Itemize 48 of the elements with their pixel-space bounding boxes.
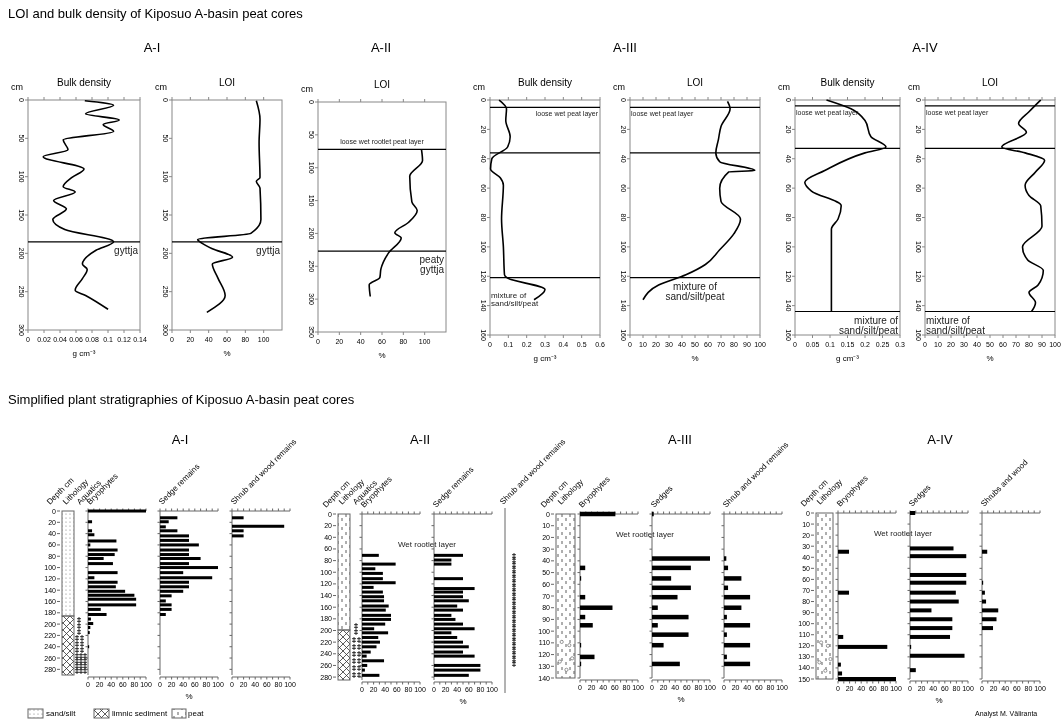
y-axis-title: cm	[908, 82, 920, 92]
chart-title: LOI	[686, 77, 704, 88]
x-axis-title: %	[223, 349, 231, 358]
y-axis-title: cm	[11, 82, 23, 92]
chart-title: Bulk density	[57, 77, 111, 88]
ref-line-label: mixture of sand/silt/peat	[926, 314, 986, 336]
chart-title: Bulk density	[820, 77, 875, 88]
y-axis-title: cm	[155, 82, 167, 92]
x-axis-title: %	[935, 696, 943, 705]
ref-line-label: mixture of sand/silt/peat	[665, 280, 725, 302]
text: Simplified plant stratigraphies of Kiposuo A-basin peat cores	[8, 392, 355, 407]
text: LOI and bulk density of Kiposuo A-basin peat cores	[8, 6, 304, 21]
text: sand/silt	[46, 709, 77, 718]
y-axis-title: cm	[778, 82, 790, 92]
x-axis-title: %	[691, 354, 699, 363]
text: A-IV	[912, 40, 938, 55]
ref-line-label: mixture of sand/silt/peat	[839, 314, 899, 336]
annotation: Wet rootlet layer	[615, 530, 675, 539]
text: A-IV	[927, 432, 953, 447]
text: A-I	[143, 40, 161, 55]
ref-line-label: gyttja	[256, 244, 281, 256]
y-axis-title: cm	[301, 84, 313, 94]
chart-title: LOI	[218, 77, 236, 88]
ref-line-label: peaty gyttja	[419, 254, 445, 276]
x-axis-title: %	[459, 697, 467, 706]
annotation: Wet rootlet layer	[397, 540, 457, 549]
text: A-III	[668, 432, 692, 447]
y-axis-title: cm	[473, 82, 485, 92]
ref-line-label: gyttja	[114, 244, 139, 256]
chart-title: Bulk density	[518, 77, 572, 88]
x-axis-title: g cm⁻³	[533, 354, 557, 363]
text: peat	[188, 709, 205, 718]
chart-title: LOI	[981, 77, 999, 88]
text: A-II	[409, 432, 431, 447]
text: A-III	[613, 40, 637, 55]
annotation: Wet rootlet layer	[873, 529, 933, 538]
text: A-I	[171, 432, 189, 447]
x-axis-title: %	[986, 354, 994, 363]
text: A-II	[370, 40, 392, 55]
x-axis-title: %	[378, 351, 386, 360]
x-axis-title: %	[185, 692, 193, 701]
x-axis-title: g cm⁻³	[72, 349, 96, 358]
ref-line-label: mixture of sand/silt/peat	[491, 290, 539, 308]
y-axis-title: cm	[613, 82, 625, 92]
chart-title: LOI	[373, 79, 391, 90]
x-axis-title: %	[677, 695, 685, 704]
x-axis-title: g cm⁻³	[836, 354, 860, 363]
text: limnic sediment	[112, 709, 168, 718]
